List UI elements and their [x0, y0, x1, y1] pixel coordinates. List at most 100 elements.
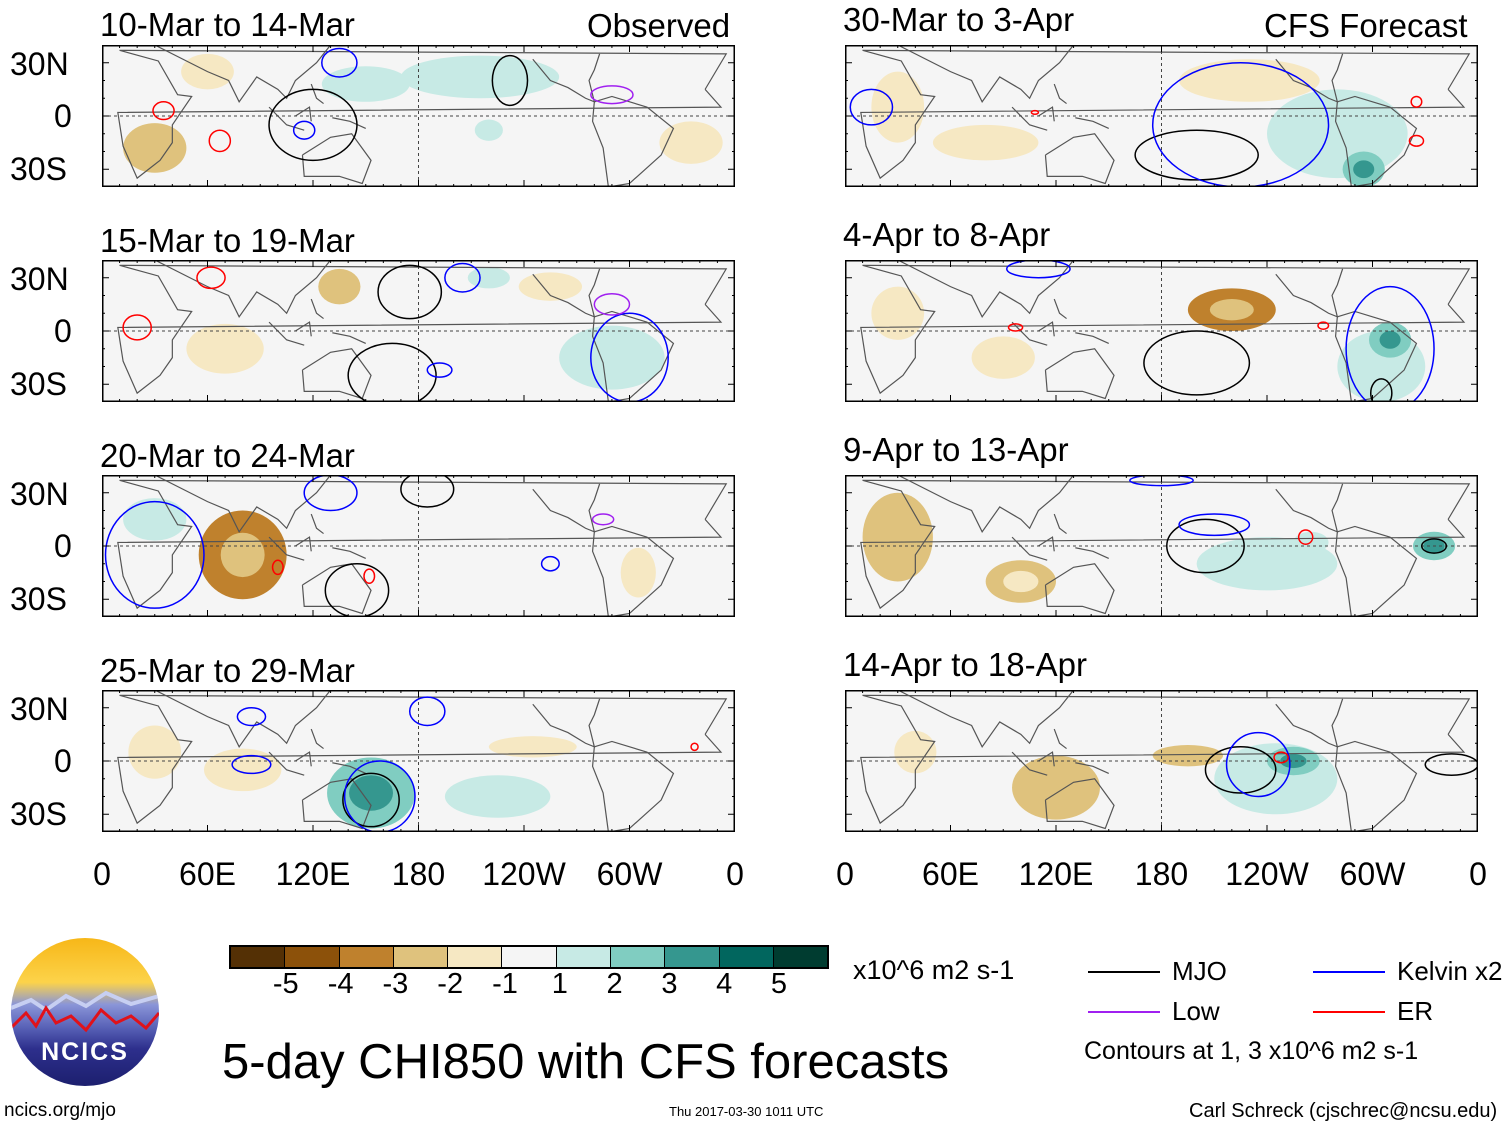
coastline	[897, 475, 1075, 533]
coastline	[154, 260, 332, 318]
colorbar-label: 2	[606, 968, 623, 1000]
colorbar-swatch	[285, 947, 340, 967]
map-background	[845, 475, 1478, 617]
lat-label: 30N	[10, 261, 69, 297]
coastline	[1011, 321, 1048, 346]
coastline	[860, 49, 1471, 180]
panel-frame	[845, 475, 1478, 617]
anomaly-core	[1379, 331, 1401, 349]
coastline	[591, 525, 675, 617]
coastline	[268, 321, 305, 346]
contour-kelvin	[426, 362, 453, 378]
coastline	[1275, 698, 1344, 748]
coastline	[332, 332, 366, 344]
map-panel-5	[845, 45, 1478, 187]
contour-kelvin	[1178, 513, 1251, 537]
contour-kelvin	[321, 47, 358, 78]
anomaly-shading	[871, 286, 925, 340]
lon-label: 0	[93, 856, 111, 892]
colorbar-label: 4	[716, 968, 733, 1000]
panel-title: 10-Mar to 14-Mar	[100, 6, 355, 43]
map-panel-3	[102, 475, 735, 617]
contour-er	[1007, 323, 1024, 332]
anomaly-shading	[123, 498, 187, 541]
panel-title: 30-Mar to 3-Apr	[843, 1, 1075, 38]
colorbar-swatch	[665, 947, 720, 967]
contour-mjo	[268, 88, 358, 162]
coastline	[301, 133, 372, 185]
anomaly-core	[1280, 753, 1307, 769]
contour-er	[152, 101, 175, 121]
anomaly-shading	[559, 325, 665, 390]
anomaly-shading	[128, 725, 182, 779]
contour-mjo	[1204, 746, 1277, 794]
anomaly-shading	[400, 55, 560, 99]
contour-er	[1297, 529, 1314, 545]
anomaly-shading	[862, 492, 933, 582]
coastline	[1334, 740, 1418, 832]
panel-title: 4-Apr to 8-Apr	[843, 216, 1051, 253]
contour-low	[593, 292, 631, 316]
coastline	[1044, 563, 1115, 615]
contour-mjo	[377, 264, 443, 320]
coastline	[117, 49, 728, 180]
coastline	[1275, 53, 1344, 103]
map-panel-2	[102, 260, 735, 402]
colorbar-units: x10^6 m2 s-1	[853, 955, 1015, 985]
contour-er	[1410, 95, 1423, 108]
anomaly-shading	[488, 736, 577, 758]
coastline	[295, 106, 312, 122]
panel-frame	[845, 260, 1478, 402]
coastline	[154, 45, 332, 103]
contour-note: Contours at 1, 3 x10^6 m2 s-1	[1084, 1037, 1419, 1065]
anomaly-shading	[444, 775, 551, 818]
contour-kelvin	[231, 754, 272, 775]
coastline	[1053, 83, 1067, 105]
anomaly-core	[1003, 570, 1039, 593]
coastline	[1011, 536, 1048, 561]
contour-low	[590, 85, 634, 105]
map-panel-7	[845, 475, 1478, 617]
coastline	[1075, 117, 1109, 129]
lon-label: 0	[836, 856, 854, 892]
colorbar-label: -3	[382, 968, 409, 1000]
coastline	[1053, 728, 1067, 750]
lon-label: 60E	[922, 856, 979, 892]
legend-line-mjo	[1088, 971, 1160, 973]
panel-title: 25-Mar to 29-Mar	[100, 652, 355, 689]
site-url[interactable]: ncics.org/mjo	[4, 1100, 116, 1121]
coastline	[860, 694, 1471, 825]
anomaly-shading	[203, 748, 282, 792]
contour-er	[1317, 321, 1330, 330]
coastline	[1038, 536, 1055, 552]
anomaly-shading	[894, 730, 937, 774]
map-panel-1	[102, 45, 735, 187]
contour-mjo	[400, 475, 455, 508]
contour-kelvin	[1151, 62, 1330, 187]
coastline	[117, 479, 728, 610]
colorbar-swatch	[719, 947, 774, 967]
colorbar-label: -2	[437, 968, 464, 1000]
contour-kelvin	[292, 120, 316, 140]
legend-line-er	[1313, 1011, 1385, 1013]
contour-kelvin	[444, 262, 481, 293]
contour-mjo	[324, 563, 390, 617]
contour-mjo	[347, 342, 437, 402]
lon-label: 120E	[275, 856, 351, 892]
anomaly-shading	[383, 478, 489, 507]
coastline	[310, 513, 324, 535]
contour-low	[591, 513, 615, 526]
coastline	[268, 536, 305, 561]
coastline	[1011, 106, 1048, 131]
contour-er	[690, 742, 699, 752]
colorbar-swatch	[339, 947, 394, 967]
contour-mjo	[1143, 330, 1251, 396]
contour-er	[1273, 751, 1289, 764]
contour-mjo	[1420, 538, 1448, 554]
coastline	[1038, 321, 1055, 337]
colorbar-label: 1	[551, 968, 568, 1000]
lat-label: 30S	[10, 366, 67, 402]
contour-kelvin	[849, 88, 894, 126]
anomaly-shading	[474, 119, 503, 141]
map-panel-4	[102, 690, 735, 832]
